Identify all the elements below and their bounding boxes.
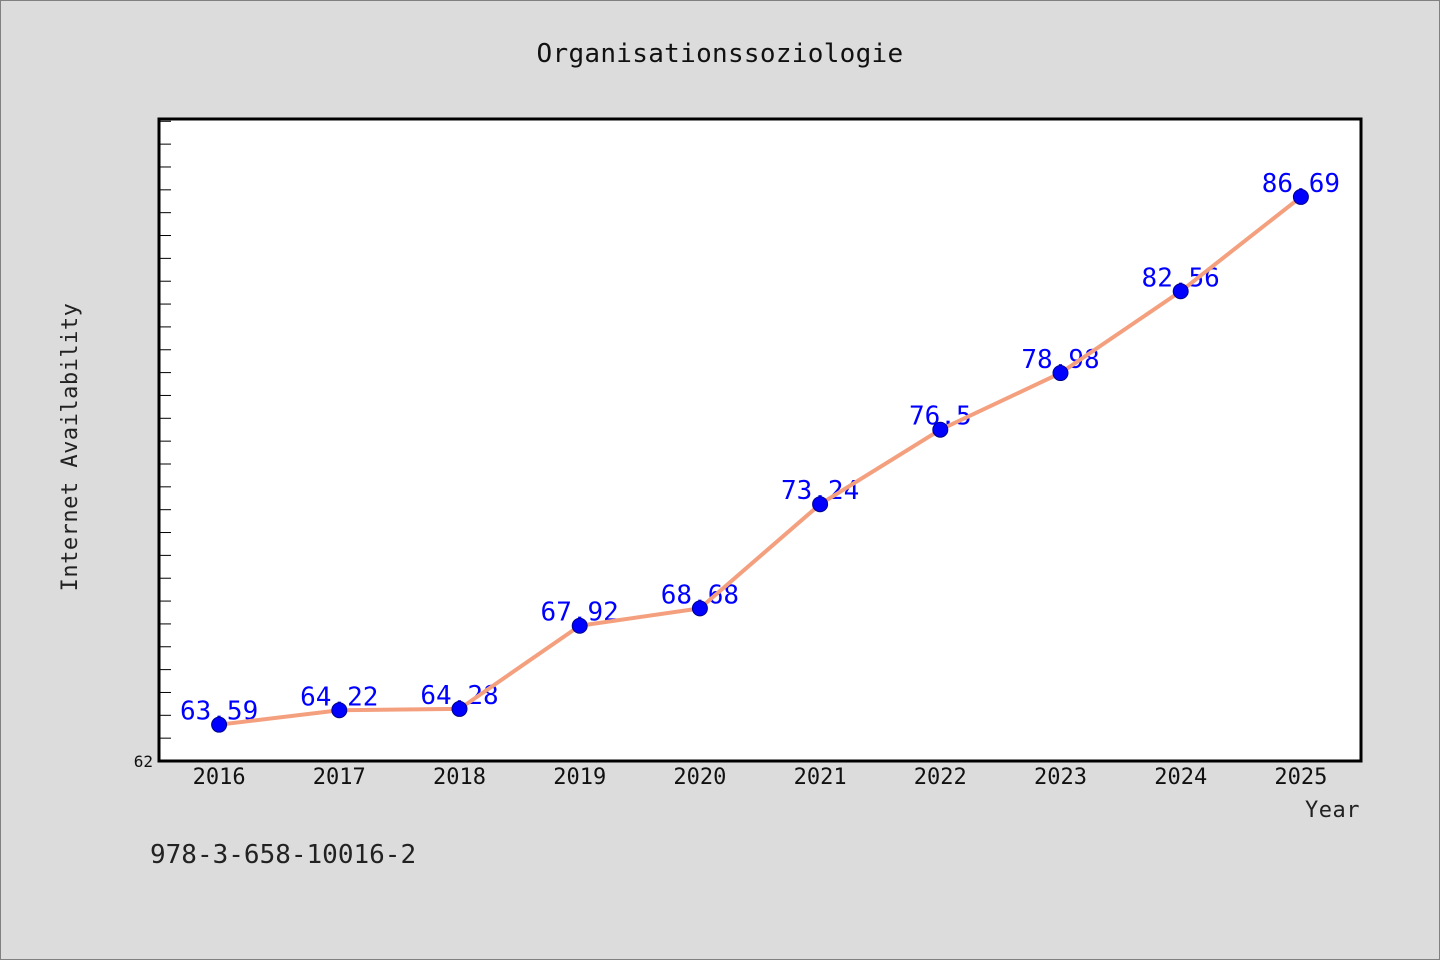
data-point — [932, 421, 949, 438]
data-point — [211, 716, 228, 733]
y-axis-ticks — [159, 120, 171, 739]
series-line-segment — [577, 606, 702, 628]
series-line-segment — [1178, 194, 1303, 294]
y-axis-label: Internet Availability — [58, 303, 83, 592]
x-axis-tick-labels: 2016 2017 2018 2019 2020 2021 2022 2023 2024 2025 — [193, 765, 1328, 790]
footer-code-text: 978-3-658-10016-2 — [150, 840, 416, 870]
data-point — [1292, 188, 1309, 205]
x-tick-label: 2022 — [914, 765, 967, 790]
data-point — [691, 600, 708, 617]
x-tick-label: 2023 — [1034, 765, 1087, 790]
series-line-segment — [1058, 289, 1183, 376]
series-line-segment — [818, 427, 943, 507]
x-tick-label: 2016 — [193, 765, 246, 790]
plot-frame — [157, 117, 1363, 763]
x-tick-label: 2019 — [553, 765, 606, 790]
x-tick-label: 2024 — [1154, 765, 1207, 790]
x-tick-label: 2021 — [794, 765, 847, 790]
x-tick-label: 2017 — [313, 765, 366, 790]
series-line-segment — [217, 708, 342, 727]
series-line-segment — [457, 623, 582, 711]
series-line-segment — [337, 706, 462, 713]
series-line-segment — [697, 502, 823, 611]
data-points — [211, 188, 1309, 733]
data-point — [571, 617, 588, 634]
plot-area — [159, 119, 1361, 761]
data-point — [812, 496, 829, 513]
series-lines — [217, 194, 1303, 727]
y-axis-tick-labels: 62 — [134, 752, 153, 771]
chart-title: Organisationssoziologie — [537, 39, 904, 69]
y-tick-label: 62 — [134, 752, 153, 771]
data-point — [1052, 365, 1069, 382]
data-point — [451, 700, 468, 717]
x-tick-label: 2025 — [1274, 765, 1327, 790]
x-axis-label: Year — [1305, 798, 1360, 823]
data-point — [1172, 283, 1189, 300]
x-tick-label: 2018 — [433, 765, 486, 790]
data-point — [331, 702, 348, 719]
x-tick-label: 2020 — [673, 765, 726, 790]
series-line-segment — [938, 371, 1063, 432]
